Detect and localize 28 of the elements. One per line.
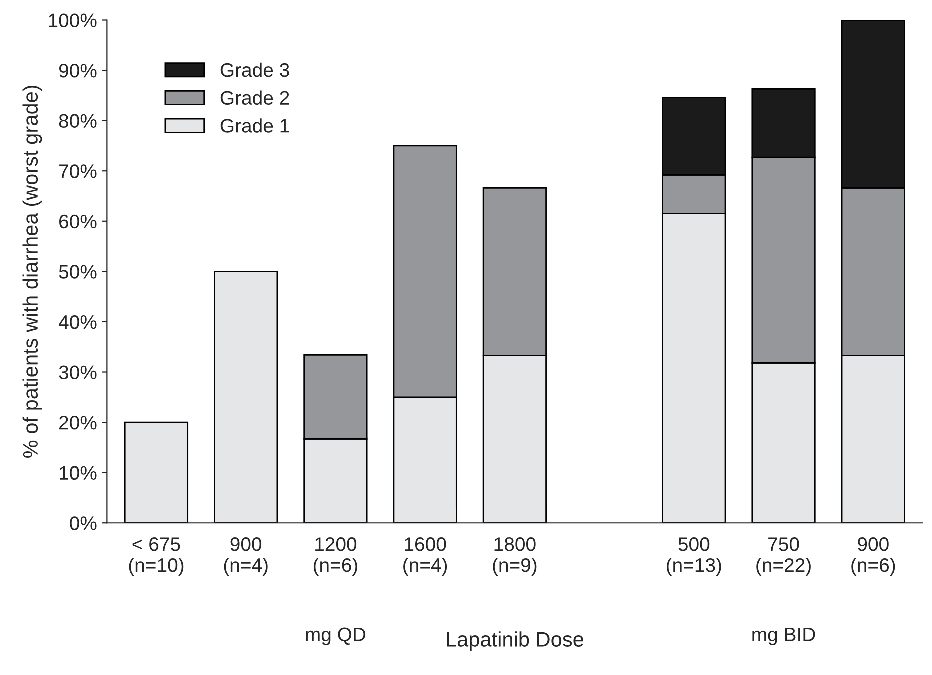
y-tick-label: 40% [58, 315, 97, 330]
y-tick-label: 100% [49, 14, 97, 28]
x-tick-label: 900 (n=4) [224, 538, 268, 576]
x-tick-label: 500 (n=13) [666, 538, 722, 576]
text: mg BID [752, 628, 816, 646]
y-axis-title: % of patients with diarrhea (worst grade) [22, 86, 42, 458]
y-tick-label: 80% [59, 114, 97, 128]
y-tick-label: 70% [60, 164, 97, 178]
y-tick-label: 10% [60, 466, 97, 480]
legend-label: Grade 2 [220, 90, 290, 106]
legend-label: Grade 1 [220, 118, 290, 133]
x-tick-label: < 675 (n=10) [129, 538, 184, 576]
x-tick-label: 750 (n=22) [756, 538, 811, 576]
y-tick-label: 60% [60, 214, 97, 229]
y-tick-label: 30% [59, 366, 97, 380]
y-tick-label: 50% [59, 265, 97, 279]
y-tick-label: 0% [70, 516, 97, 530]
bar [124, 422, 189, 524]
text: mg QD [306, 628, 366, 646]
x-tick-label: 1800 (n=9) [493, 538, 537, 576]
y-tick-label: 20% [60, 416, 97, 430]
y-tick-label: 90% [59, 64, 97, 78]
bar [214, 270, 278, 524]
legend-label: Grade 3 [220, 62, 290, 78]
x-tick-label: 1200 (n=6) [314, 538, 358, 576]
x-tick-label: 900 (n=6) [852, 538, 896, 576]
x-tick-label: 1600 (n=4) [404, 538, 448, 576]
x-axis-title: Lapatinib Dose [447, 632, 584, 652]
